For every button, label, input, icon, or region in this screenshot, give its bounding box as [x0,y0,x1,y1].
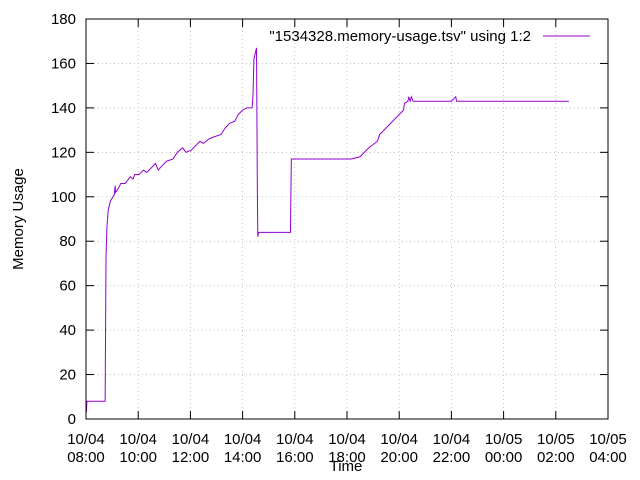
x-tick-label-time: 20:00 [380,449,418,466]
x-tick-label-date: 10/04 [433,431,471,448]
y-tick-label: 160 [51,55,76,72]
y-tick-label: 120 [51,144,76,161]
y-tick-label: 100 [51,189,76,206]
axis-ticks [85,18,609,420]
x-tick-label-date: 10/05 [485,431,523,448]
x-tick-label-date: 10/04 [172,431,210,448]
y-tick-label: 140 [51,100,76,117]
x-tick-label-time: 08:00 [67,449,105,466]
y-tick-label: 80 [59,233,76,250]
x-tick-label-time: 14:00 [224,449,262,466]
y-tick-label: 20 [59,367,76,384]
x-axis-title: Time [330,458,363,475]
x-tick-label-date: 10/05 [589,431,627,448]
x-tick-label-time: 02:00 [537,449,575,466]
x-tick-label-time: 04:00 [589,449,627,466]
grid-lines [86,19,608,419]
x-tick-label-time: 16:00 [276,449,314,466]
y-tick-label: 60 [59,278,76,295]
x-tick-label-date: 10/05 [537,431,575,448]
x-tick-label-date: 10/04 [380,431,418,448]
y-axis-title: Memory Usage [10,168,27,270]
legend-label: "1534328.memory-usage.tsv" using 1:2 [269,28,531,45]
x-tick-label-time: 18:00 [328,449,366,466]
x-tick-label-date: 10/04 [119,431,157,448]
x-tick-label-date: 10/04 [328,431,366,448]
series-line [85,47,569,413]
tick-labels: 02040608010012014016018010/0408:0010/041… [51,11,627,466]
y-tick-label: 40 [59,322,76,339]
x-tick-label-time: 10:00 [119,449,157,466]
x-tick-label-date: 10/04 [224,431,262,448]
series-layer [85,47,569,413]
y-tick-label: 0 [68,411,76,428]
x-tick-label-date: 10/04 [67,431,105,448]
x-tick-label-time: 12:00 [172,449,210,466]
x-tick-label-time: 00:00 [485,449,523,466]
y-tick-label: 180 [51,11,76,28]
legend: "1534328.memory-usage.tsv" using 1:2 [269,28,590,45]
x-tick-label-time: 22:00 [433,449,471,466]
x-tick-label-date: 10/04 [276,431,314,448]
